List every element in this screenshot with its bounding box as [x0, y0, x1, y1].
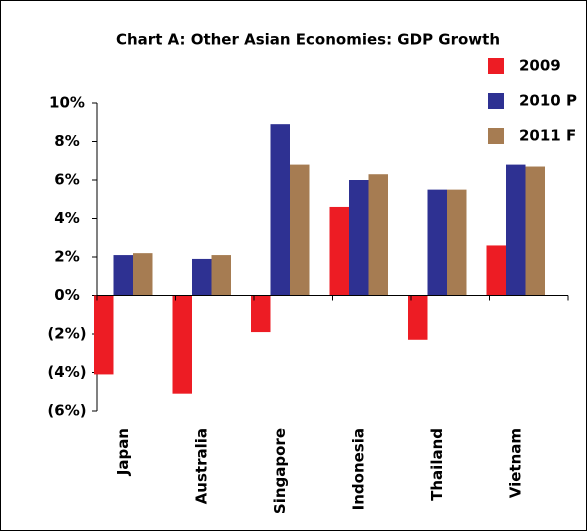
bar — [113, 255, 133, 296]
x-tick-label: Vietnam — [506, 428, 524, 498]
chart-title: Chart A: Other Asian Economies: GDP Grow… — [116, 31, 500, 49]
legend-swatch — [488, 58, 504, 74]
x-tick-label: Singapore — [271, 428, 289, 514]
bar — [525, 166, 545, 296]
x-tick-label: Thailand — [428, 428, 446, 501]
y-tick-label: (6%) — [47, 402, 86, 420]
bar — [368, 174, 388, 296]
legend-swatch — [488, 93, 504, 109]
bar — [408, 295, 428, 340]
bar — [486, 245, 506, 296]
bar — [251, 295, 271, 333]
bar — [290, 164, 310, 296]
legend-label: 2010 P — [519, 92, 577, 110]
bar — [192, 258, 212, 296]
x-tick-label: Australia — [192, 428, 210, 504]
bar — [211, 255, 231, 296]
y-tick-label: (2%) — [47, 325, 86, 343]
y-tick-label: 4% — [54, 209, 79, 227]
y-tick-label: 0% — [54, 286, 79, 304]
bar — [506, 164, 526, 296]
y-tick-label: (4%) — [47, 363, 86, 381]
x-tick-label: Indonesia — [349, 428, 367, 510]
y-tick-label: 8% — [54, 132, 79, 150]
x-tick-label: Japan — [114, 428, 132, 476]
bar — [94, 295, 114, 375]
legend-swatch — [488, 128, 504, 144]
bar — [427, 189, 447, 296]
bar — [133, 253, 153, 296]
y-tick-label: 10% — [49, 94, 85, 112]
y-tick-label: 2% — [54, 248, 79, 266]
y-tick-label: 6% — [54, 171, 79, 189]
bar — [172, 295, 192, 394]
bar — [447, 189, 467, 296]
bar — [270, 124, 290, 296]
bar — [329, 206, 349, 296]
legend-label: 2011 F — [519, 127, 576, 145]
bar — [349, 180, 369, 296]
legend-label: 2009 — [519, 57, 561, 75]
